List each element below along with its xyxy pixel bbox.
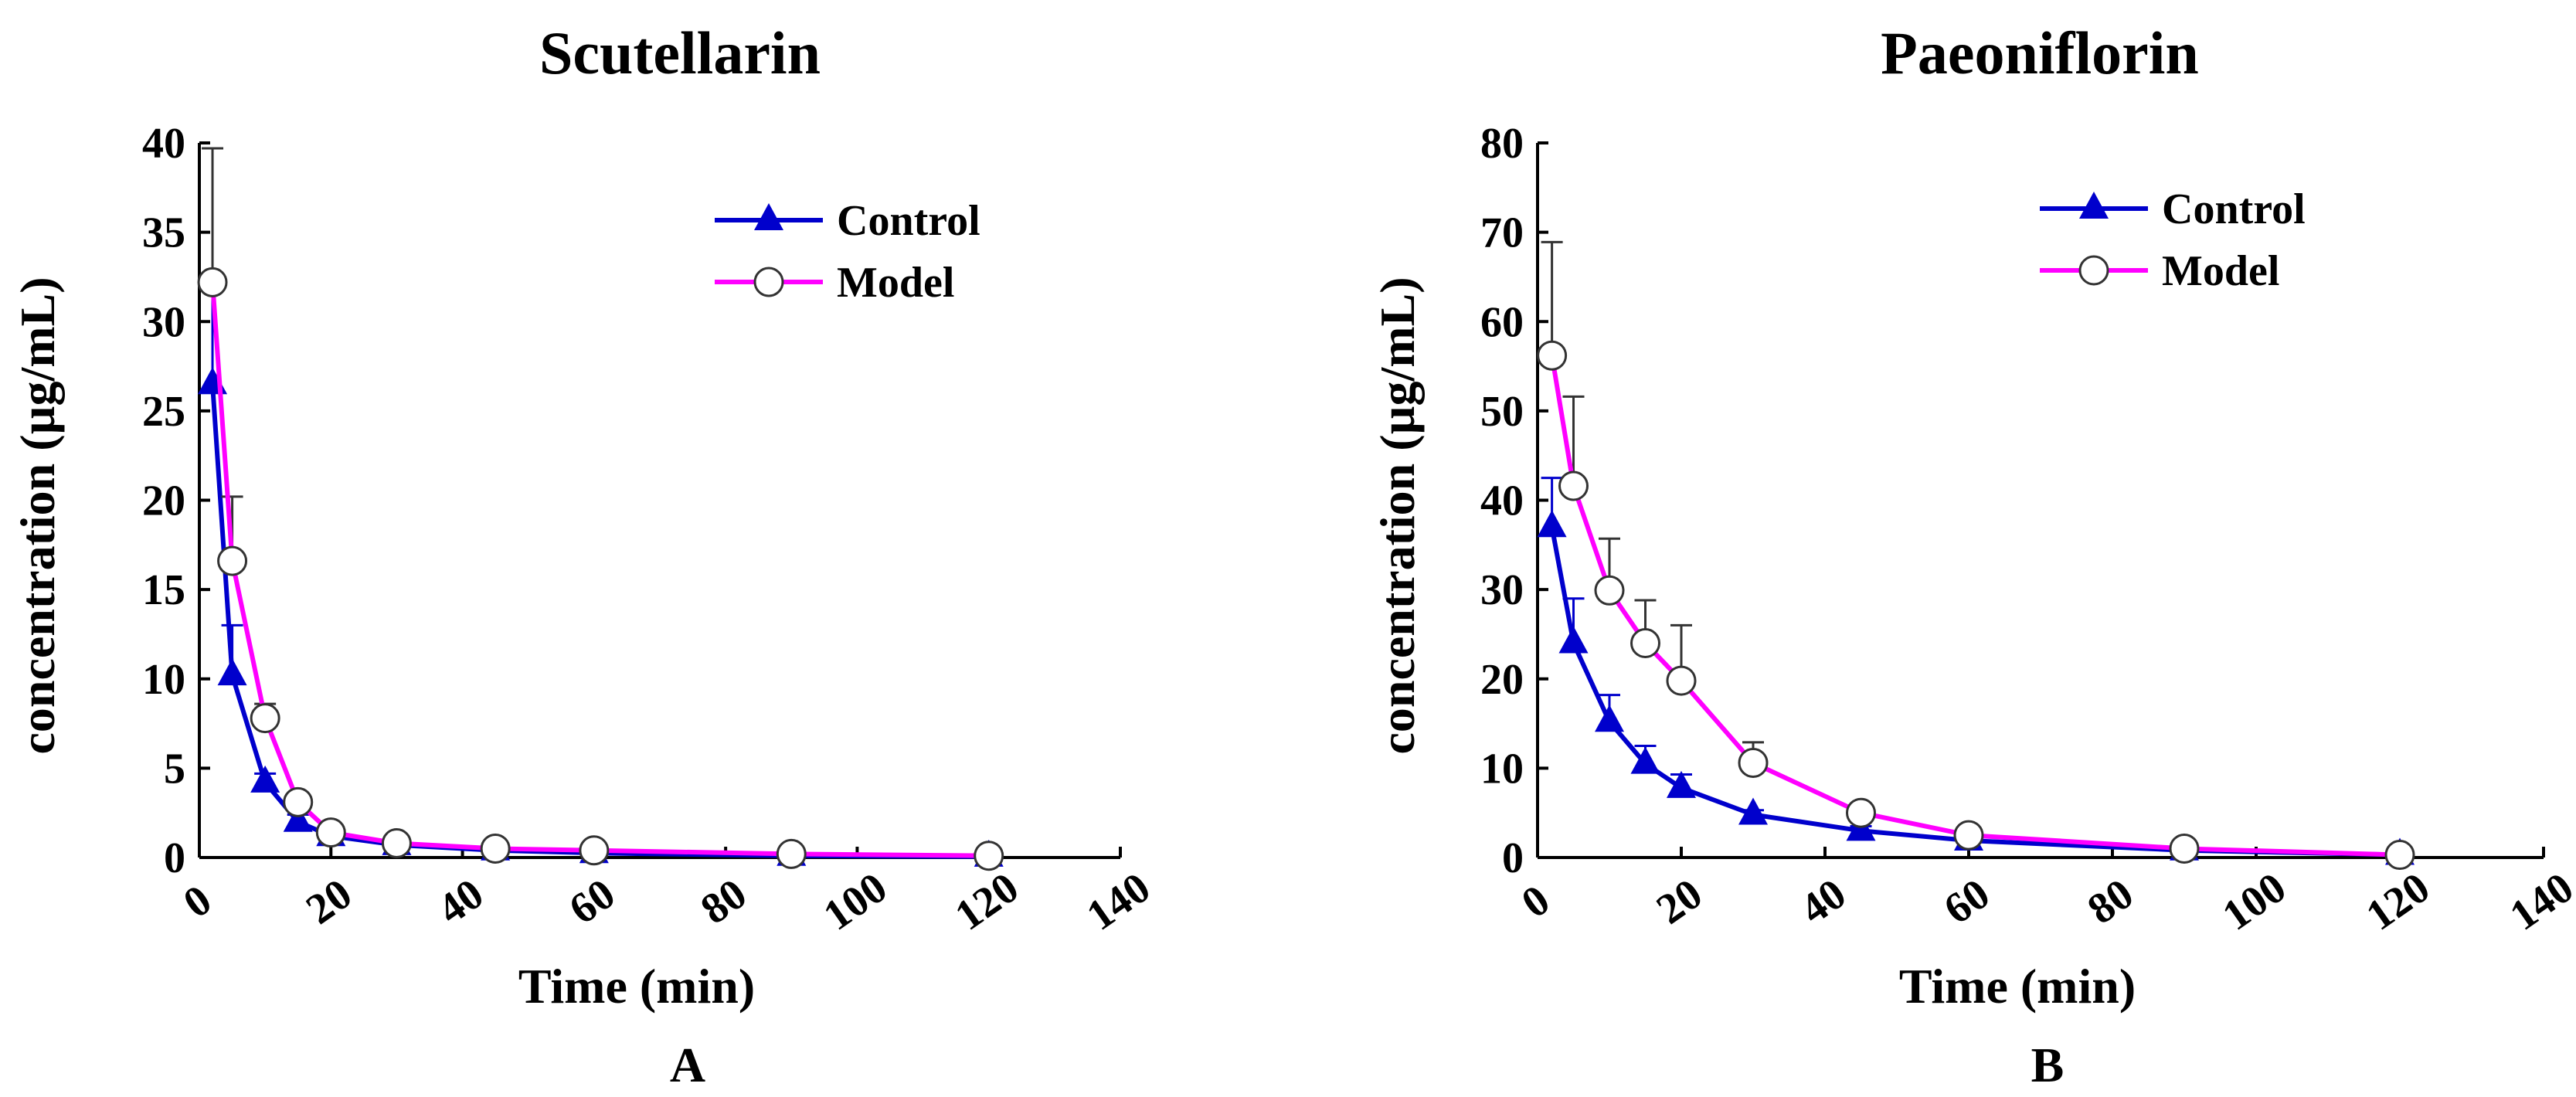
y-tick-label: 25 [142, 388, 185, 436]
chart-panel-b: Paeoniflorin 0 10 20 30 40 50 60 70 80 0 20 40 60 80 10… [1370, 19, 2576, 1092]
y-tick-label: 0 [1502, 834, 1524, 882]
x-tick-label: 140 [2501, 864, 2576, 940]
series-line [210, 383, 989, 859]
chart-title: Paeoniflorin [1881, 19, 2199, 87]
series-control [198, 284, 1004, 867]
data-point [2169, 833, 2200, 864]
data-point [776, 838, 807, 869]
y-tick-label: 20 [142, 477, 185, 525]
series-control [1537, 477, 2415, 865]
chart-panel-a: Scutellarin 0 5 10 15 20 25 30 35 40 0 20 40 60 80 100 1… [10, 19, 1159, 1092]
data-point [1537, 510, 1567, 538]
y-tick-label: 50 [1480, 388, 1524, 436]
y-tick-label: 30 [1480, 566, 1524, 614]
y-tick-label: 15 [142, 566, 185, 614]
panel-letter: B [2031, 1038, 2065, 1092]
series-model [1537, 240, 2415, 871]
y-tick-label: 5 [164, 745, 185, 793]
x-tick-label: 40 [430, 870, 492, 934]
data-point [1953, 820, 1984, 851]
x-tick-label: 80 [2079, 870, 2142, 934]
legend-marker [2078, 255, 2109, 286]
data-point [1558, 626, 1589, 654]
x-tick-label: 120 [2357, 864, 2438, 940]
x-tick-label: 100 [815, 864, 895, 940]
data-point [1630, 746, 1660, 774]
data-point [1630, 628, 1660, 658]
data-point [1594, 575, 1625, 606]
y-tick-label: 0 [164, 834, 185, 882]
data-point [1537, 340, 1568, 371]
legend-marker [2079, 192, 2109, 219]
data-point [217, 545, 248, 576]
x-tick-label: 20 [297, 870, 360, 934]
x-tick-label: 60 [1935, 870, 1998, 934]
x-tick-label: 100 [2214, 864, 2294, 940]
x-axis-label: Time (min) [518, 959, 755, 1014]
legend-label: Model [2162, 247, 2279, 295]
legend-marker [754, 203, 783, 230]
legend-marker [753, 267, 784, 297]
data-point [250, 703, 280, 734]
data-point [1667, 770, 1696, 798]
data-point [1558, 470, 1589, 501]
data-point [198, 367, 228, 395]
x-axis-label: Time (min) [1899, 959, 2136, 1014]
x-tick-label: 140 [1078, 864, 1158, 940]
y-axis-label: concentration (µg/mL) [10, 277, 65, 754]
y-tick-label: 10 [142, 656, 185, 704]
data-point [381, 828, 412, 858]
data-point [1595, 705, 1624, 732]
x-tick-label: 20 [1648, 870, 1711, 934]
legend-label: Model [837, 259, 954, 307]
data-point [480, 833, 511, 864]
y-tick-label: 60 [1480, 298, 1524, 346]
series-model [197, 147, 1004, 871]
y-tick-label: 30 [142, 298, 185, 346]
legend-label: Control [837, 197, 980, 245]
panel-letter: A [670, 1038, 705, 1092]
data-point [283, 804, 313, 832]
data-point [315, 817, 346, 848]
chart-title: Scutellarin [539, 19, 821, 87]
legend-label: Control [2162, 185, 2306, 233]
y-tick-label: 10 [1480, 745, 1524, 793]
data-point [1666, 665, 1697, 696]
data-point [217, 658, 247, 686]
x-tick-label: 60 [561, 870, 624, 934]
x-tick-label: 0 [1513, 876, 1558, 928]
series-line [1549, 355, 2401, 858]
data-point [1738, 797, 1768, 825]
y-axis-label: concentration (µg/mL) [1370, 277, 1425, 754]
y-tick-label: 20 [1480, 656, 1524, 704]
data-point [974, 841, 1004, 871]
x-tick-label: 80 [692, 870, 755, 934]
data-point [283, 786, 314, 817]
data-point [1846, 797, 1876, 828]
data-point [2384, 840, 2415, 871]
data-point [579, 835, 610, 866]
data-point [250, 765, 280, 793]
y-tick-label: 35 [142, 209, 185, 257]
y-tick-label: 80 [1480, 120, 1524, 168]
data-point [1738, 747, 1769, 778]
series-line [1549, 526, 2401, 858]
x-tick-label: 40 [1792, 870, 1854, 934]
x-tick-label: 0 [175, 876, 219, 928]
y-tick-label: 70 [1480, 209, 1524, 257]
y-tick-label: 40 [1480, 477, 1524, 525]
x-tick-label: 120 [946, 864, 1027, 940]
series-line [210, 282, 989, 858]
data-point [197, 267, 228, 297]
y-tick-label: 40 [142, 120, 185, 168]
